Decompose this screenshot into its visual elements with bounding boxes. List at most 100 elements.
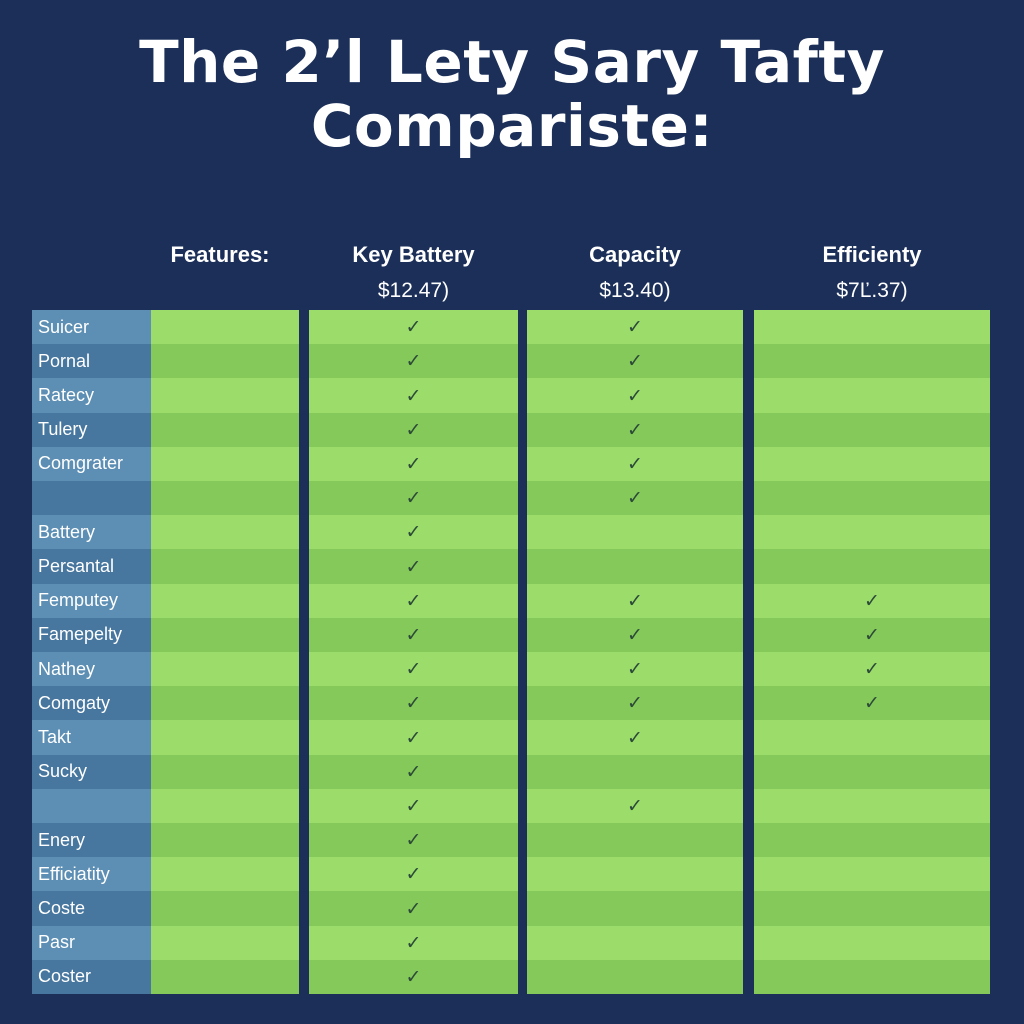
check-icon: ✓: [405, 692, 422, 715]
header-features-label: Features:: [170, 242, 270, 267]
check-icon: ✓: [405, 418, 422, 441]
capacity-cell: ✓: [527, 481, 743, 516]
feature-row-label: Sucky: [32, 754, 151, 789]
feature-row-label: Comgrater: [32, 446, 151, 482]
header-capacity-name: Capacity: [589, 242, 681, 267]
feature-spacer-cell: [151, 344, 299, 379]
feature-row-label: Efficiatity: [32, 857, 151, 892]
title-line-2: Compariste:: [310, 92, 714, 160]
capacity-cell: ✓: [527, 412, 743, 447]
efficienty-column: ✓ ✓ ✓ ✓: [754, 310, 990, 995]
key-battery-cell: ✓: [309, 446, 518, 482]
efficienty-cell: ✓: [754, 686, 990, 721]
feature-row-label: [32, 788, 151, 824]
check-icon: ✓: [864, 589, 880, 612]
feature-spacer-cell: [151, 823, 299, 858]
feature-spacer-cell: [151, 515, 299, 550]
feature-spacer-cell: [151, 788, 299, 824]
page-title: The 2’l Lety Sary Tafty Compariste:: [0, 30, 1024, 158]
capacity-cell: ✓: [527, 617, 743, 653]
key-battery-cell: ✓: [309, 481, 518, 516]
feature-row-label: Takt: [32, 720, 151, 755]
efficienty-cell: [754, 446, 990, 482]
capacity-cell: [527, 754, 743, 789]
header-features: Features:: [150, 240, 290, 270]
capacity-cell: [527, 857, 743, 892]
capacity-cell: ✓: [527, 686, 743, 721]
check-icon: ✓: [627, 487, 643, 510]
check-icon: ✓: [405, 487, 422, 510]
feature-row-label: Enery: [32, 823, 151, 858]
capacity-cell: ✓: [527, 446, 743, 482]
check-icon: ✓: [627, 658, 643, 681]
feature-spacer-cell: [151, 310, 299, 345]
feature-row-label: Pornal: [32, 344, 151, 379]
header-capacity-price: $13.40): [599, 279, 671, 302]
header-key-battery-price: $12.47): [377, 279, 450, 302]
feature-row-label: Femputey: [32, 583, 151, 618]
header-key-battery: Key Battery $12.47): [309, 240, 518, 306]
feature-label-column: Suicer Pornal Ratecy Tulery Comgrater Battery…: [32, 310, 151, 995]
feature-row-label: Tulery: [32, 412, 151, 447]
feature-spacer-cell: [151, 481, 299, 516]
key-battery-cell: ✓: [309, 378, 518, 413]
feature-spacer-cell: [151, 446, 299, 482]
efficienty-cell: ✓: [754, 617, 990, 653]
efficienty-cell: [754, 823, 990, 858]
capacity-cell: [527, 549, 743, 584]
efficienty-cell: [754, 891, 990, 926]
check-icon: ✓: [405, 897, 422, 920]
key-battery-cell: ✓: [309, 344, 518, 379]
efficienty-cell: [754, 959, 990, 995]
header-efficienty-price: $7Ľ.37): [836, 279, 908, 302]
feature-row-label: [32, 481, 151, 516]
feature-row-label: Coster: [32, 959, 151, 995]
check-icon: ✓: [405, 965, 422, 988]
feature-spacer-cell: [151, 857, 299, 892]
header-efficienty: Efficienty $7Ľ.37): [754, 240, 990, 306]
check-icon: ✓: [627, 794, 643, 817]
efficienty-cell: [754, 481, 990, 516]
check-icon: ✓: [627, 418, 643, 441]
capacity-cell: ✓: [527, 583, 743, 618]
check-icon: ✓: [405, 452, 422, 475]
check-icon: ✓: [405, 350, 422, 373]
header-efficienty-name: Efficienty: [822, 242, 922, 267]
key-battery-cell: ✓: [309, 310, 518, 345]
feature-row-label: Famepelty: [32, 617, 151, 653]
capacity-cell: [527, 925, 743, 960]
capacity-cell: [527, 823, 743, 858]
check-icon: ✓: [405, 521, 422, 544]
feature-spacer-cell: [151, 959, 299, 995]
key-battery-cell: ✓: [309, 754, 518, 789]
efficienty-cell: [754, 788, 990, 824]
key-battery-cell: ✓: [309, 652, 518, 687]
efficienty-cell: [754, 310, 990, 345]
check-icon: ✓: [405, 829, 422, 852]
efficienty-cell: [754, 925, 990, 960]
check-icon: ✓: [405, 555, 422, 578]
key-battery-cell: ✓: [309, 515, 518, 550]
capacity-cell: [527, 891, 743, 926]
feature-row-label: Ratecy: [32, 378, 151, 413]
key-battery-cell: ✓: [309, 925, 518, 960]
feature-row-label: Persantal: [32, 549, 151, 584]
efficienty-cell: ✓: [754, 652, 990, 687]
feature-spacer-cell: [151, 720, 299, 755]
capacity-cell: ✓: [527, 344, 743, 379]
check-icon: ✓: [405, 863, 422, 886]
check-icon: ✓: [627, 350, 643, 373]
check-icon: ✓: [405, 726, 422, 749]
feature-spacer-cell: [151, 378, 299, 413]
check-icon: ✓: [627, 316, 643, 339]
feature-spacer-cell: [151, 686, 299, 721]
efficienty-cell: [754, 412, 990, 447]
efficienty-cell: [754, 857, 990, 892]
key-battery-cell: ✓: [309, 720, 518, 755]
check-icon: ✓: [627, 452, 643, 475]
feature-row-label: Comgaty: [32, 686, 151, 721]
key-battery-cell: ✓: [309, 857, 518, 892]
feature-row-label: Suicer: [32, 310, 151, 345]
check-icon: ✓: [405, 384, 422, 407]
capacity-cell: ✓: [527, 652, 743, 687]
